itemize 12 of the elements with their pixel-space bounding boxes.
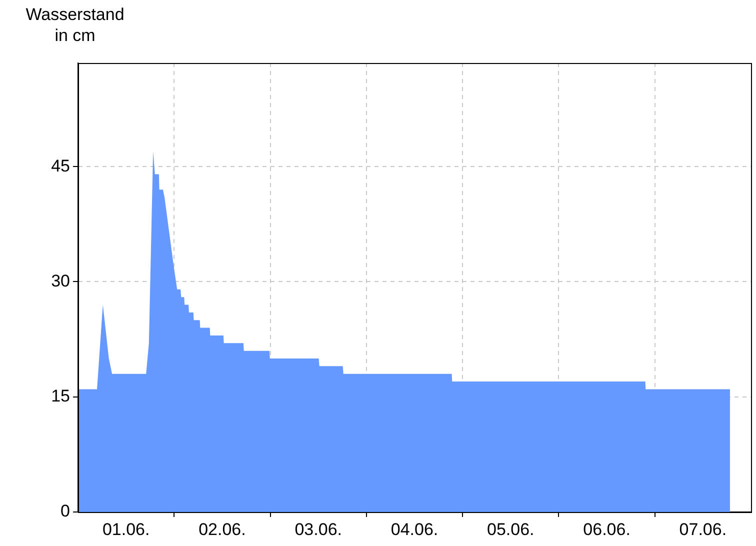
- x-tick-label: 06.06.: [583, 520, 630, 539]
- x-tick-label: 01.06.: [102, 520, 150, 539]
- y-tick-label: 0: [60, 502, 70, 521]
- x-tick-label: 02.06.: [198, 520, 246, 539]
- y-tick-label: 15: [51, 386, 70, 406]
- x-tick-label: 05.06.: [487, 520, 534, 539]
- y-axis-title: Wasserstand in cm: [24, 4, 126, 46]
- x-tick-label: 07.06.: [679, 520, 727, 539]
- y-tick-label: 45: [51, 156, 70, 176]
- x-tick-label: 04.06.: [390, 520, 438, 539]
- x-tick-label: 03.06.: [294, 520, 342, 539]
- y-tick-label: 30: [51, 271, 70, 290]
